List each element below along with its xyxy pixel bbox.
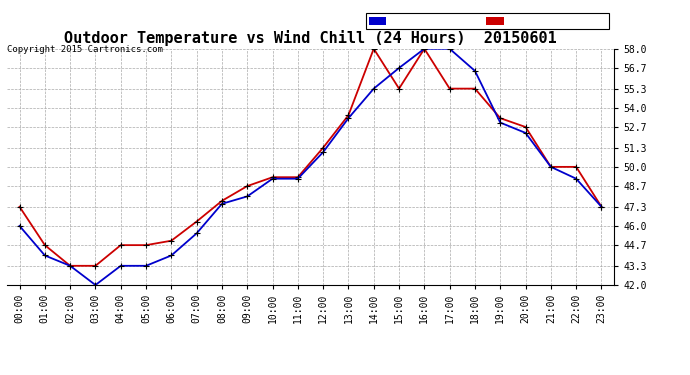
Title: Outdoor Temperature vs Wind Chill (24 Hours)  20150601: Outdoor Temperature vs Wind Chill (24 Ho… xyxy=(64,30,557,46)
Text: Copyright 2015 Cartronics.com: Copyright 2015 Cartronics.com xyxy=(7,45,163,54)
Legend: Wind Chill  (°F), Temperature  (°F): Wind Chill (°F), Temperature (°F) xyxy=(366,13,609,29)
